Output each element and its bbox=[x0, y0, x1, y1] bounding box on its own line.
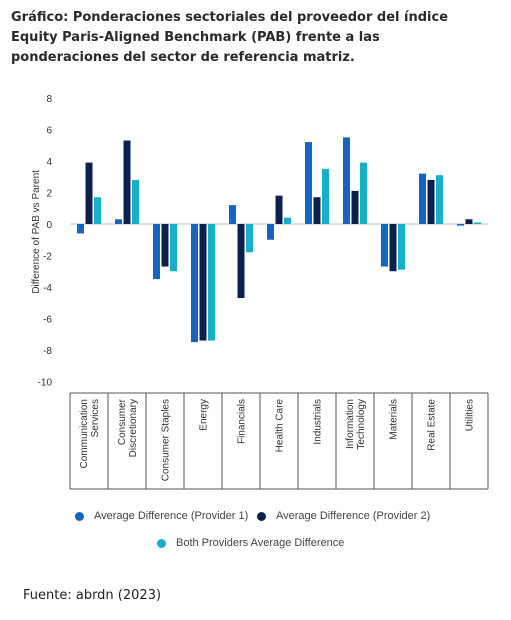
category-label-line: Energy bbox=[199, 399, 210, 431]
source-note: Fuente: abrdn (2023) bbox=[23, 588, 162, 603]
bar bbox=[123, 140, 131, 224]
category-label: CommunicationServices bbox=[79, 399, 101, 468]
bar bbox=[381, 224, 388, 267]
category-label: InformationTechnology bbox=[345, 399, 367, 450]
bar bbox=[457, 224, 464, 226]
y-tick-label: 2 bbox=[46, 189, 52, 200]
category-label: Financials bbox=[237, 399, 248, 444]
bar bbox=[94, 197, 101, 224]
bar bbox=[246, 224, 253, 253]
legend-item-provider-1: Average Difference (Provider 1) bbox=[75, 510, 248, 522]
bar bbox=[436, 175, 443, 224]
bar bbox=[284, 217, 291, 224]
y-tick-label: 6 bbox=[46, 126, 52, 137]
bar bbox=[351, 190, 359, 224]
legend-item-provider-2: Average Difference (Provider 2) bbox=[257, 510, 430, 522]
legend-swatch-provider-1 bbox=[75, 511, 84, 521]
bar bbox=[229, 205, 236, 224]
category-label: Health Care bbox=[275, 399, 286, 453]
category-label-line: Utilities bbox=[465, 399, 476, 431]
bar bbox=[398, 224, 405, 270]
bar bbox=[427, 179, 435, 224]
bar bbox=[305, 142, 312, 224]
legend-swatch-both bbox=[157, 538, 166, 548]
category-label-line: Discretionary bbox=[128, 399, 139, 457]
y-tick-label: -6 bbox=[43, 315, 52, 326]
category-label-line: Industrials bbox=[313, 399, 324, 445]
category-label-line: Services bbox=[90, 399, 101, 437]
bar bbox=[322, 168, 329, 224]
category-label: Energy bbox=[199, 399, 210, 431]
bar bbox=[360, 162, 367, 224]
bar bbox=[199, 224, 207, 341]
bar bbox=[343, 137, 350, 224]
y-tick-label: -2 bbox=[43, 252, 52, 263]
category-label-line: Information bbox=[345, 399, 356, 449]
category-label-line: Materials bbox=[389, 399, 400, 440]
category-label: ConsumerDiscretionary bbox=[117, 398, 139, 457]
bar bbox=[132, 179, 139, 224]
y-tick-label: -4 bbox=[43, 283, 52, 294]
legend-label-provider-1: Average Difference (Provider 1) bbox=[94, 510, 249, 522]
bar bbox=[170, 224, 177, 272]
category-label-line: Consumer bbox=[117, 398, 128, 445]
bar bbox=[267, 224, 274, 240]
bar bbox=[208, 224, 215, 341]
bar bbox=[161, 224, 169, 267]
category-label-line: Consumer Staples bbox=[161, 399, 172, 481]
y-tick-label: 4 bbox=[46, 157, 52, 168]
y-tick-label: 8 bbox=[46, 94, 52, 105]
bar bbox=[237, 224, 245, 299]
y-tick-label: 0 bbox=[46, 220, 52, 231]
y-tick-label: -8 bbox=[43, 346, 52, 357]
category-label: Consumer Staples bbox=[161, 399, 172, 481]
bar bbox=[85, 162, 93, 224]
bar bbox=[115, 219, 122, 224]
bar bbox=[313, 197, 321, 224]
category-label: Utilities bbox=[465, 399, 476, 431]
bar-chart: 8 6 4 2 0 -2 -4 -6 -8 -10 Difference of PAB vs Par… bbox=[31, 94, 489, 490]
bar bbox=[77, 224, 84, 234]
category-label: Real Estate bbox=[427, 399, 438, 451]
bar bbox=[153, 224, 160, 280]
category-label-line: Technology bbox=[356, 399, 367, 450]
category-label: Industrials bbox=[313, 399, 324, 445]
bar bbox=[419, 173, 426, 224]
y-axis-label: Difference of PAB vs Parent bbox=[31, 170, 42, 294]
bar bbox=[275, 195, 283, 224]
legend-item-both: Both Providers Average Difference bbox=[157, 537, 344, 549]
bar bbox=[389, 224, 397, 272]
category-label-line: Financials bbox=[237, 399, 248, 444]
chart-title: Gráfico: Ponderaciones sectoriales del p… bbox=[11, 10, 449, 65]
category-label-line: Communication bbox=[79, 399, 90, 468]
bar bbox=[191, 224, 198, 343]
category-label-line: Real Estate bbox=[427, 399, 438, 451]
category-label-line: Health Care bbox=[275, 399, 286, 453]
y-tick-label: -10 bbox=[38, 378, 53, 389]
bar bbox=[465, 219, 473, 224]
legend-swatch-provider-2 bbox=[257, 511, 266, 521]
legend-label-both: Both Providers Average Difference bbox=[176, 537, 345, 549]
bar bbox=[474, 222, 481, 224]
legend-label-provider-2: Average Difference (Provider 2) bbox=[276, 510, 431, 522]
category-label: Materials bbox=[389, 399, 400, 440]
